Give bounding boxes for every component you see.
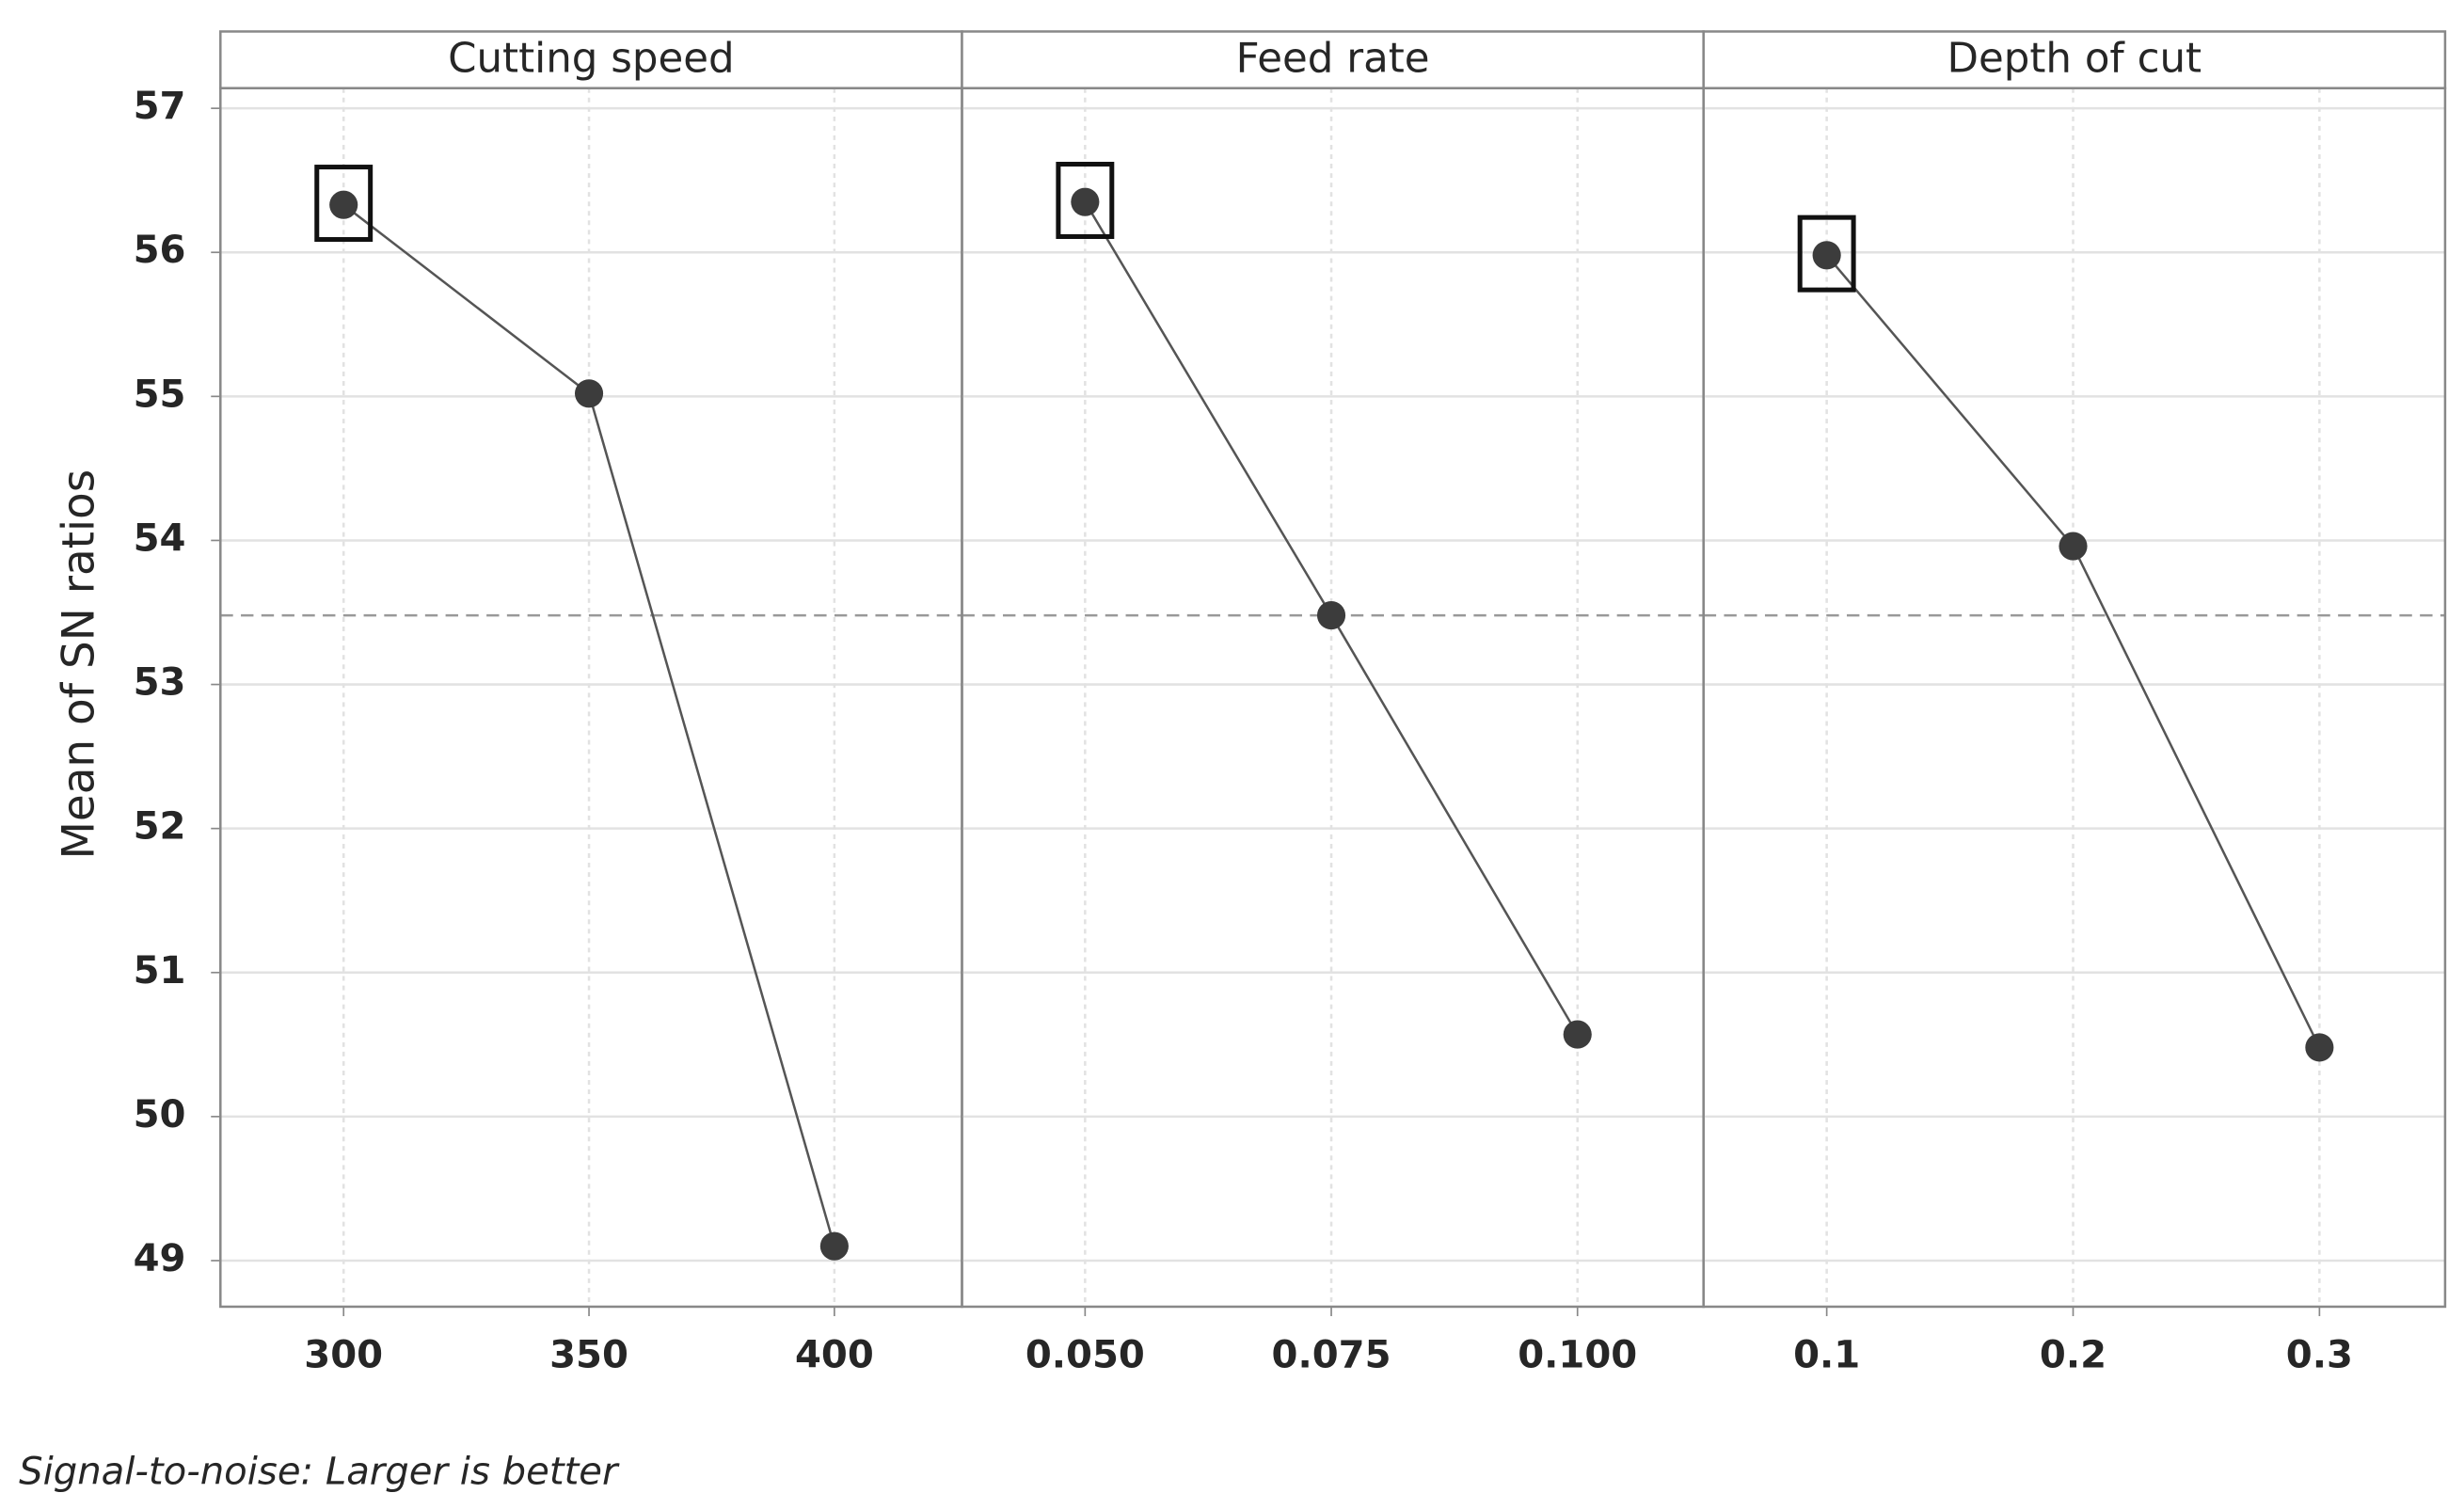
panel-header (961, 30, 1705, 89)
y-tick-label: 56 (134, 229, 186, 272)
highlight-box (314, 165, 374, 243)
x-tick-label: 300 (304, 1334, 383, 1377)
point (329, 190, 358, 219)
x-tick-label: 0.2 (2040, 1334, 2106, 1377)
y-axis-label: Mean of SN ratios (55, 469, 105, 860)
y-tick-label: 53 (134, 661, 186, 705)
panel-title: Depth of cut (1947, 36, 2202, 83)
panel-header (1702, 30, 2447, 89)
y-tick-label: 49 (134, 1237, 186, 1280)
point (819, 1231, 849, 1261)
y-tick-label: 52 (134, 805, 186, 849)
point (1812, 241, 1841, 270)
point (2305, 1033, 2334, 1062)
point (574, 379, 604, 408)
point (1563, 1020, 1592, 1049)
point (1316, 601, 1346, 630)
x-tick-label: 0.3 (2286, 1334, 2353, 1377)
x-tick-label: 400 (795, 1334, 874, 1377)
footnote: Signal-to-noise: Larger is better (19, 1450, 620, 1493)
x-tick-label: 0.075 (1272, 1334, 1391, 1377)
x-tick-label: 0.1 (1793, 1334, 1860, 1377)
point (1071, 187, 1100, 216)
x-tick-label: 0.050 (1025, 1334, 1145, 1377)
panel-title: Feed rate (1236, 36, 1430, 83)
panel-frame (219, 87, 963, 1309)
y-tick-label: 55 (134, 373, 186, 416)
panel-title: Cutting speed (448, 36, 735, 83)
panel-frame (1702, 87, 2447, 1309)
y-tick-label: 57 (134, 85, 186, 128)
y-tick-label: 54 (134, 516, 186, 560)
highlight-box (1797, 214, 1856, 293)
y-tick-label: 51 (134, 949, 186, 993)
x-tick-label: 350 (549, 1334, 628, 1377)
panel-frame (961, 87, 1705, 1309)
point (2059, 532, 2088, 561)
highlight-box (1056, 161, 1115, 239)
x-tick-label: 0.100 (1518, 1334, 1637, 1377)
y-tick-label: 50 (134, 1093, 186, 1136)
